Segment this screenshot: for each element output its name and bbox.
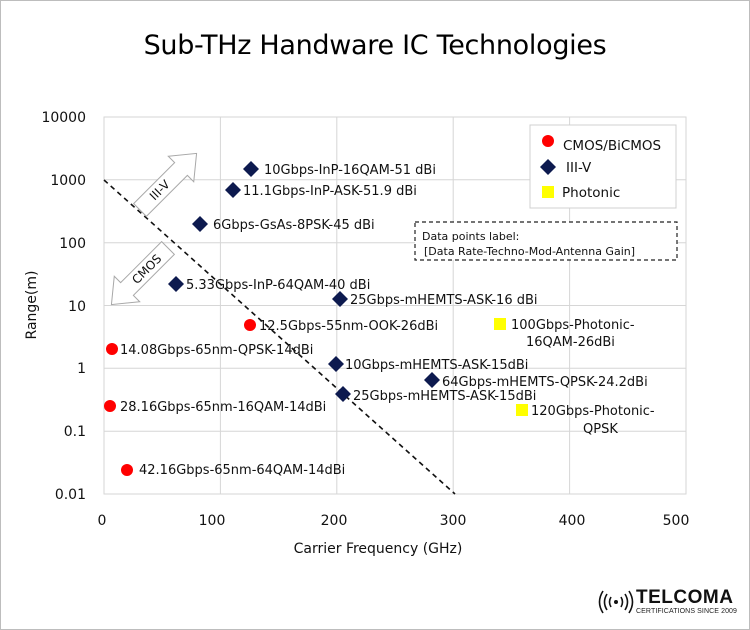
- y-tick: 1000: [50, 173, 86, 189]
- x-tick: 0: [98, 513, 107, 529]
- x-tick: 200: [321, 513, 348, 529]
- y-tick: 10: [68, 299, 86, 315]
- data-label: 12.5Gbps-55nm-OOK-26dBi: [259, 319, 438, 334]
- iii-v-arrow: III-V: [132, 152, 198, 218]
- note-line-2: [Data Rate-Techno-Mod-Antenna Gain]: [424, 245, 635, 258]
- data-label: 5.33Gbps-InP-64QAM-40 dBi: [186, 278, 370, 293]
- series-iii-v: 10Gbps-InP-16QAM-51 dBi 11.1Gbps-InP-ASK…: [168, 161, 648, 404]
- data-label: 11.1Gbps-InP-ASK-51.9 dBi: [243, 184, 417, 199]
- data-point-circle[interactable]: [121, 464, 133, 476]
- telcoma-logo: TELCOMA CERTIFICATIONS SINCE 2009: [598, 587, 738, 619]
- legend-label-photonic: Photonic: [562, 185, 620, 201]
- series-cmos: 12.5Gbps-55nm-OOK-26dBi 14.08Gbps-65nm-Q…: [104, 319, 438, 478]
- data-label: 6Gbps-GsAs-8PSK-45 dBi: [213, 218, 375, 233]
- note-line-1: Data points label:: [422, 230, 519, 243]
- y-tick: 100: [59, 236, 86, 252]
- gridlines: [103, 116, 687, 495]
- boundary-dashed-line: [103, 179, 456, 495]
- logo-tagline: CERTIFICATIONS SINCE 2009: [636, 608, 738, 615]
- data-label: 100Gbps-Photonic-: [511, 318, 635, 333]
- label-format-note: Data points label: [Data Rate-Techno-Mod…: [414, 221, 678, 261]
- legend-square-icon: [542, 186, 554, 198]
- data-label: 10Gbps-InP-16QAM-51 dBi: [264, 163, 436, 178]
- legend-label-cmos: CMOS/BiCMOS: [563, 138, 661, 154]
- legend: CMOS/BiCMOS III-V Photonic: [529, 124, 677, 209]
- data-label: 14.08Gbps-65nm-QPSK-14dBi: [120, 343, 313, 358]
- data-point-square[interactable]: [516, 404, 528, 416]
- y-tick: 10000: [41, 110, 86, 126]
- data-point-diamond[interactable]: [192, 216, 208, 232]
- logo-name: TELCOMA: [636, 587, 734, 608]
- data-label: 64Gbps-mHEMTS-QPSK-24.2dBi: [442, 375, 648, 390]
- data-label: 25Gbps-mHEMTS-ASK-15dBi: [353, 389, 536, 404]
- y-tick: 0.1: [64, 424, 86, 440]
- x-tick: 400: [559, 513, 586, 529]
- data-label: 25Gbps-mHEMTS-ASK-16 dBi: [350, 293, 538, 308]
- data-point-diamond[interactable]: [335, 386, 351, 402]
- legend-label-iii-v: III-V: [566, 160, 592, 176]
- data-label: 120Gbps-Photonic-: [531, 404, 655, 419]
- data-label: 10Gbps-mHEMTS-ASK-15dBi: [345, 358, 528, 373]
- data-point-circle[interactable]: [106, 343, 118, 355]
- data-label: QPSK: [583, 422, 618, 437]
- data-point-circle[interactable]: [104, 400, 116, 412]
- x-tick: 100: [199, 513, 226, 529]
- data-point-diamond[interactable]: [328, 356, 344, 372]
- data-point-diamond[interactable]: [332, 291, 348, 307]
- x-axis-ticks: 0 100 200 300 400 500: [98, 513, 690, 529]
- data-point-square[interactable]: [494, 318, 506, 330]
- data-label: 28.16Gbps-65nm-16QAM-14dBi: [120, 400, 326, 415]
- data-label: 42.16Gbps-65nm-64QAM-14dBi: [139, 463, 345, 478]
- cmos-arrow: CMOS: [110, 240, 176, 306]
- x-axis-label: Carrier Frequency (GHz): [294, 541, 463, 557]
- x-tick: 500: [663, 513, 690, 529]
- signal-waves-icon: [598, 590, 634, 614]
- series-photonic: 100Gbps-Photonic- 16QAM-26dBi 120Gbps-Ph…: [494, 318, 655, 437]
- data-point-diamond[interactable]: [225, 182, 241, 198]
- data-point-diamond[interactable]: [168, 276, 184, 292]
- x-tick: 300: [440, 513, 467, 529]
- data-point-diamond[interactable]: [243, 161, 259, 177]
- chart-title: Sub-THz Handware IC Technologies: [143, 30, 607, 61]
- y-tick: 0.01: [55, 487, 86, 503]
- y-axis-label: Range(m): [24, 271, 40, 340]
- data-point-circle[interactable]: [244, 319, 256, 331]
- data-point-diamond[interactable]: [424, 372, 440, 388]
- data-label: 16QAM-26dBi: [526, 335, 615, 350]
- y-tick: 1: [77, 361, 86, 377]
- y-axis-ticks: 10000 1000 100 10 1 0.1 0.01: [41, 110, 86, 503]
- legend-circle-icon: [542, 135, 554, 147]
- legend-diamond-icon: [540, 159, 556, 175]
